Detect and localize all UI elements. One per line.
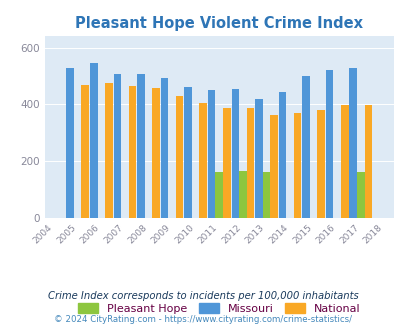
Bar (207, 90, 215, 218)
Bar (293, 113, 301, 218)
Bar (105, 83, 112, 218)
Bar (317, 110, 324, 218)
Bar (184, 87, 192, 218)
Bar (239, 171, 246, 218)
Bar (325, 70, 333, 218)
Bar (231, 89, 239, 218)
Bar (349, 68, 356, 218)
Bar (113, 74, 121, 218)
Bar (278, 92, 286, 218)
Bar (302, 76, 309, 218)
Bar (222, 108, 230, 218)
Bar (81, 85, 89, 218)
Bar (90, 63, 97, 218)
Bar (66, 68, 74, 218)
Title: Pleasant Hope Violent Crime Index: Pleasant Hope Violent Crime Index (75, 16, 362, 31)
Bar (246, 108, 254, 218)
Bar (364, 106, 371, 218)
Bar (137, 74, 144, 218)
Bar (199, 103, 207, 218)
Bar (160, 78, 168, 218)
Bar (215, 172, 222, 218)
Bar (175, 96, 183, 218)
Text: © 2024 CityRating.com - https://www.cityrating.com/crime-statistics/: © 2024 CityRating.com - https://www.city… (54, 315, 351, 324)
Bar (270, 115, 277, 218)
Bar (340, 105, 347, 218)
Text: Crime Index corresponds to incidents per 100,000 inhabitants: Crime Index corresponds to incidents per… (47, 291, 358, 301)
Bar (152, 88, 160, 218)
Legend: Pleasant Hope, Missouri, National: Pleasant Hope, Missouri, National (75, 300, 362, 317)
Bar (254, 99, 262, 218)
Bar (356, 172, 364, 218)
Bar (262, 172, 270, 218)
Bar (128, 86, 136, 218)
